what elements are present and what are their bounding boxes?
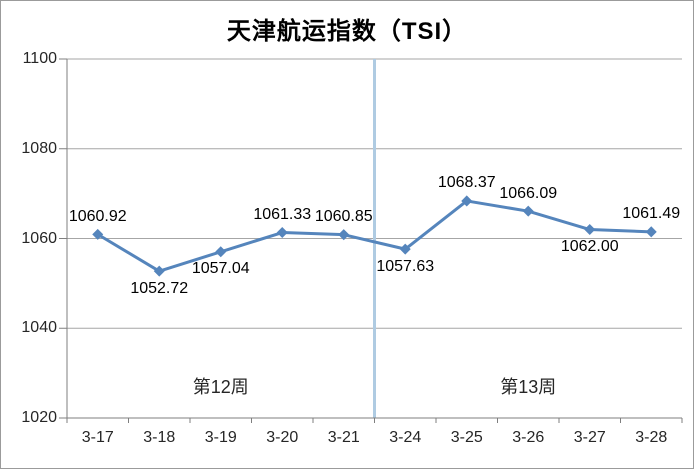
y-axis-tick-label: 1040: [21, 319, 57, 337]
data-point-marker: [215, 246, 227, 258]
data-label: 1060.85: [314, 208, 373, 226]
x-axis-tick-label: 3-24: [389, 429, 422, 446]
data-label: 1060.92: [68, 207, 127, 225]
data-point-marker: [461, 195, 473, 207]
y-axis-tick-label: 1060: [21, 229, 57, 247]
data-point-marker: [153, 265, 165, 277]
x-axis-tick-label: 3-20: [266, 429, 299, 446]
x-axis-tick-label: 3-25: [450, 429, 483, 446]
data-point-marker: [645, 226, 657, 238]
data-point-marker: [338, 229, 350, 241]
week-annotation: 第12周: [192, 377, 249, 397]
x-axis-tick-label: 3-28: [635, 429, 668, 446]
data-label: 1061.33: [253, 206, 312, 224]
x-axis-tick-label: 3-18: [143, 429, 176, 446]
x-axis-tick-label: 3-17: [81, 429, 114, 446]
x-axis-tick-label: 3-27: [573, 429, 606, 446]
tsi-line-series: [96, 199, 653, 273]
x-axis-tick-label: 3-19: [204, 429, 237, 446]
data-point-marker: [399, 243, 411, 255]
data-point-marker: [584, 224, 596, 236]
chart-title: 天津航运指数（TSI）: [226, 18, 468, 45]
data-label: 1062.00: [560, 238, 619, 256]
x-axis-tick-label: 3-21: [327, 429, 360, 446]
y-axis-tick-label: 1020: [21, 409, 57, 426]
y-axis-tick-label: 1100: [22, 50, 57, 67]
week-annotation: 第13周: [500, 377, 557, 397]
data-point-marker: [276, 227, 288, 239]
x-axis-tick-label: 3-26: [512, 429, 545, 446]
data-label: 1061.49: [622, 205, 681, 223]
data-label: 1057.04: [191, 260, 250, 278]
data-label: 1052.72: [130, 279, 189, 297]
data-label: 1066.09: [499, 184, 558, 202]
y-axis-tick-label: 1080: [21, 139, 57, 157]
data-label: 1057.63: [376, 257, 435, 275]
data-point-marker: [92, 228, 104, 240]
data-point-marker: [522, 205, 534, 217]
data-label: 1068.37: [437, 174, 496, 192]
